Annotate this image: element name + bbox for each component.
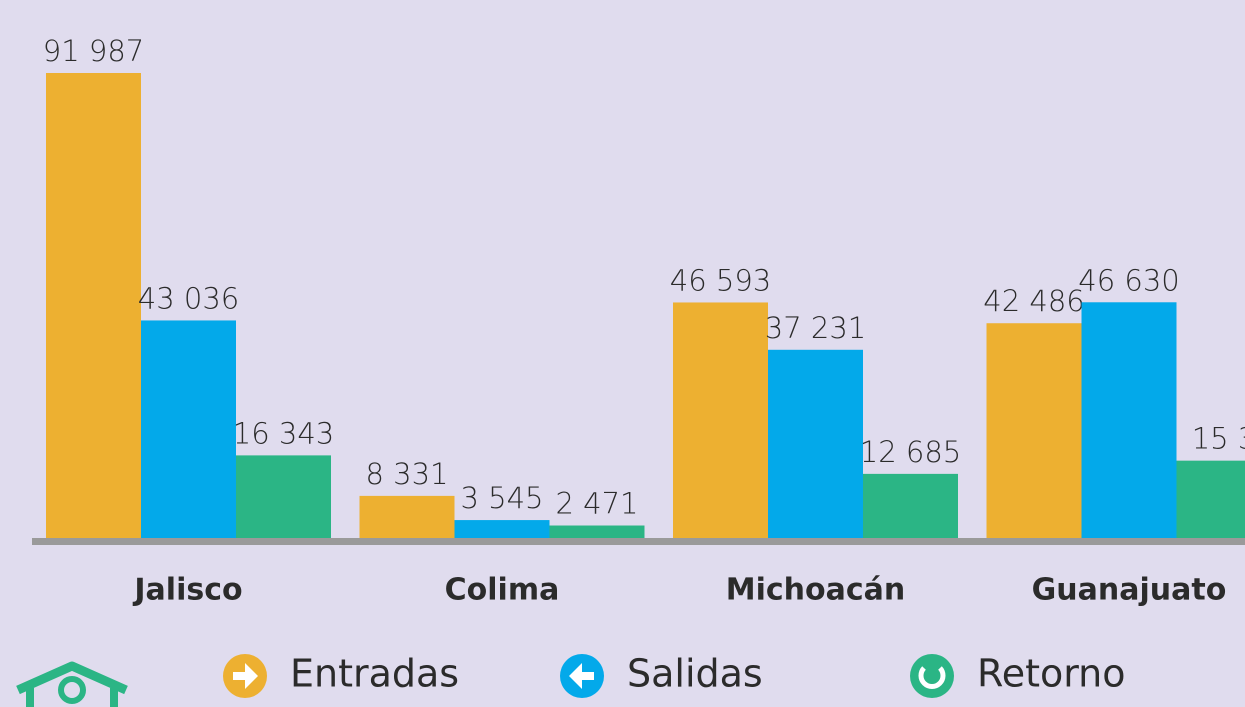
value-label: 46 630: [1078, 263, 1179, 297]
bar: [549, 525, 645, 538]
baseline: [32, 538, 1245, 545]
legend-item: Salidas: [560, 652, 763, 698]
legend-label: Entradas: [290, 652, 459, 696]
legend-item: Retorno: [910, 652, 1126, 698]
bar: [454, 520, 550, 538]
x-tick-label: Jalisco: [132, 573, 242, 608]
legend-arrow: [918, 666, 946, 689]
legend-arrow: [233, 663, 258, 689]
value-label: 2 471: [555, 487, 638, 521]
legend-item: Entradas: [223, 652, 459, 698]
legend-arrow: [569, 663, 594, 689]
x-tick-label: Michoacán: [726, 573, 906, 608]
bar: [986, 323, 1082, 538]
house-icon: [16, 661, 128, 707]
bar: [863, 473, 958, 538]
bar: [46, 73, 141, 538]
bar: [141, 320, 236, 538]
value-label: 42 486: [983, 284, 1084, 318]
bar: [673, 302, 768, 538]
bar: [1081, 302, 1177, 538]
value-label: 91 987: [43, 34, 144, 68]
value-label: 3 545: [460, 481, 543, 515]
value-label: 43 036: [138, 281, 239, 315]
value-label: 8 331: [365, 457, 448, 491]
x-tick-label: Guanajuato: [1032, 573, 1227, 608]
value-label: 12 685: [860, 435, 961, 469]
value-label: 15 3: [1192, 422, 1245, 456]
value-label: 46 593: [670, 263, 771, 297]
x-tick-label: Colima: [445, 573, 560, 608]
legend-label: Retorno: [977, 652, 1126, 696]
bar: [359, 495, 455, 538]
bar: [768, 349, 863, 538]
bar: [236, 455, 331, 538]
value-label: 37 231: [765, 311, 866, 345]
bar: [1176, 460, 1245, 538]
legend-label: Salidas: [627, 652, 763, 696]
legend-icon: [910, 654, 954, 698]
value-label: 16 343: [233, 416, 334, 450]
